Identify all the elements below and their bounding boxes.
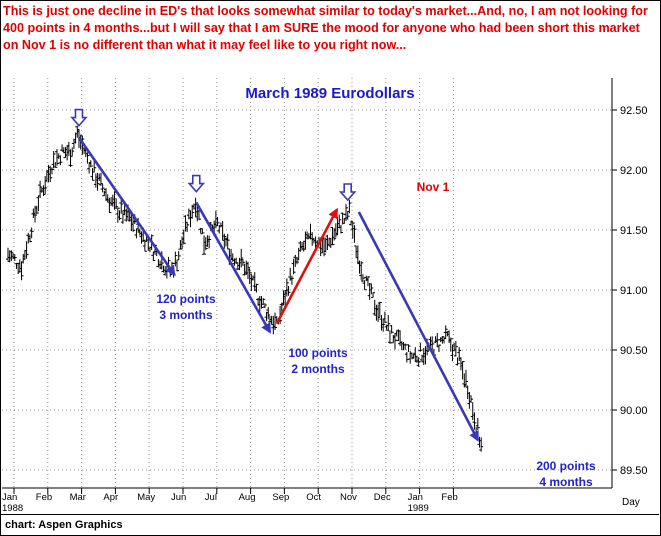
y-tick-label: 91.00	[620, 285, 648, 297]
peak-marker-arrow	[338, 183, 357, 202]
trend-arrow	[77, 136, 176, 277]
x-tick-label: Feb	[36, 492, 52, 503]
x-tick-label: Mar	[70, 492, 86, 503]
headline-text: This is just one decline in ED's that lo…	[3, 4, 648, 52]
annotation-label: 120 points	[156, 292, 216, 306]
annotation-label: 100 points	[288, 346, 348, 360]
annotation-label: 200 points	[536, 459, 596, 473]
annotation-label-sub: 4 months	[539, 475, 593, 489]
x-tick-label: Jan	[2, 492, 17, 503]
chart-svg: 89.50 90.00 90.50 91.00 91.50 92.00 92.50 Jan Fe…	[2, 78, 648, 514]
annotation-label: Nov 1	[417, 180, 450, 194]
x-axis-label: Day	[622, 497, 640, 508]
x-tick-label: Jan	[408, 492, 423, 503]
x-tick-label: Jun	[171, 492, 186, 503]
annotation-label-sub: 3 months	[159, 308, 213, 322]
y-tick-label: 89.50	[620, 465, 648, 477]
y-tick-label: 91.50	[620, 225, 648, 237]
peak-marker-arrow	[187, 174, 206, 193]
x-tick-label: Dec	[374, 492, 391, 503]
x-tick-label: Nov	[340, 492, 357, 503]
y-tick-label: 92.00	[620, 165, 648, 177]
chart-credit: chart: Aspen Graphics	[5, 519, 123, 531]
x-tick-label: May	[137, 492, 155, 503]
x-tick-label: Sep	[272, 492, 289, 503]
x-tick-label: Aug	[239, 492, 256, 503]
x-tick-label: Jul	[205, 492, 217, 503]
chart-title: March 1989 Eurodollars	[245, 85, 414, 102]
y-tick-label: 90.50	[620, 345, 648, 357]
x-tick-label: Apr	[103, 492, 118, 503]
x-tick-label: Oct	[306, 492, 321, 503]
trend-arrow	[195, 201, 272, 334]
annotation-label-sub: 2 months	[291, 362, 345, 376]
footer-bar: chart: Aspen Graphics	[0, 514, 659, 536]
x-tick-label: Feb	[441, 492, 457, 503]
x-year-label: 1988	[2, 503, 23, 514]
trend-arrow	[357, 211, 479, 442]
trend-arrow	[275, 207, 339, 325]
y-tick-label: 90.00	[620, 405, 648, 417]
x-year-label: 1989	[408, 503, 429, 514]
price-bars	[6, 125, 484, 452]
y-tick-label: 92.50	[620, 105, 648, 117]
peak-marker-arrow	[70, 108, 88, 127]
